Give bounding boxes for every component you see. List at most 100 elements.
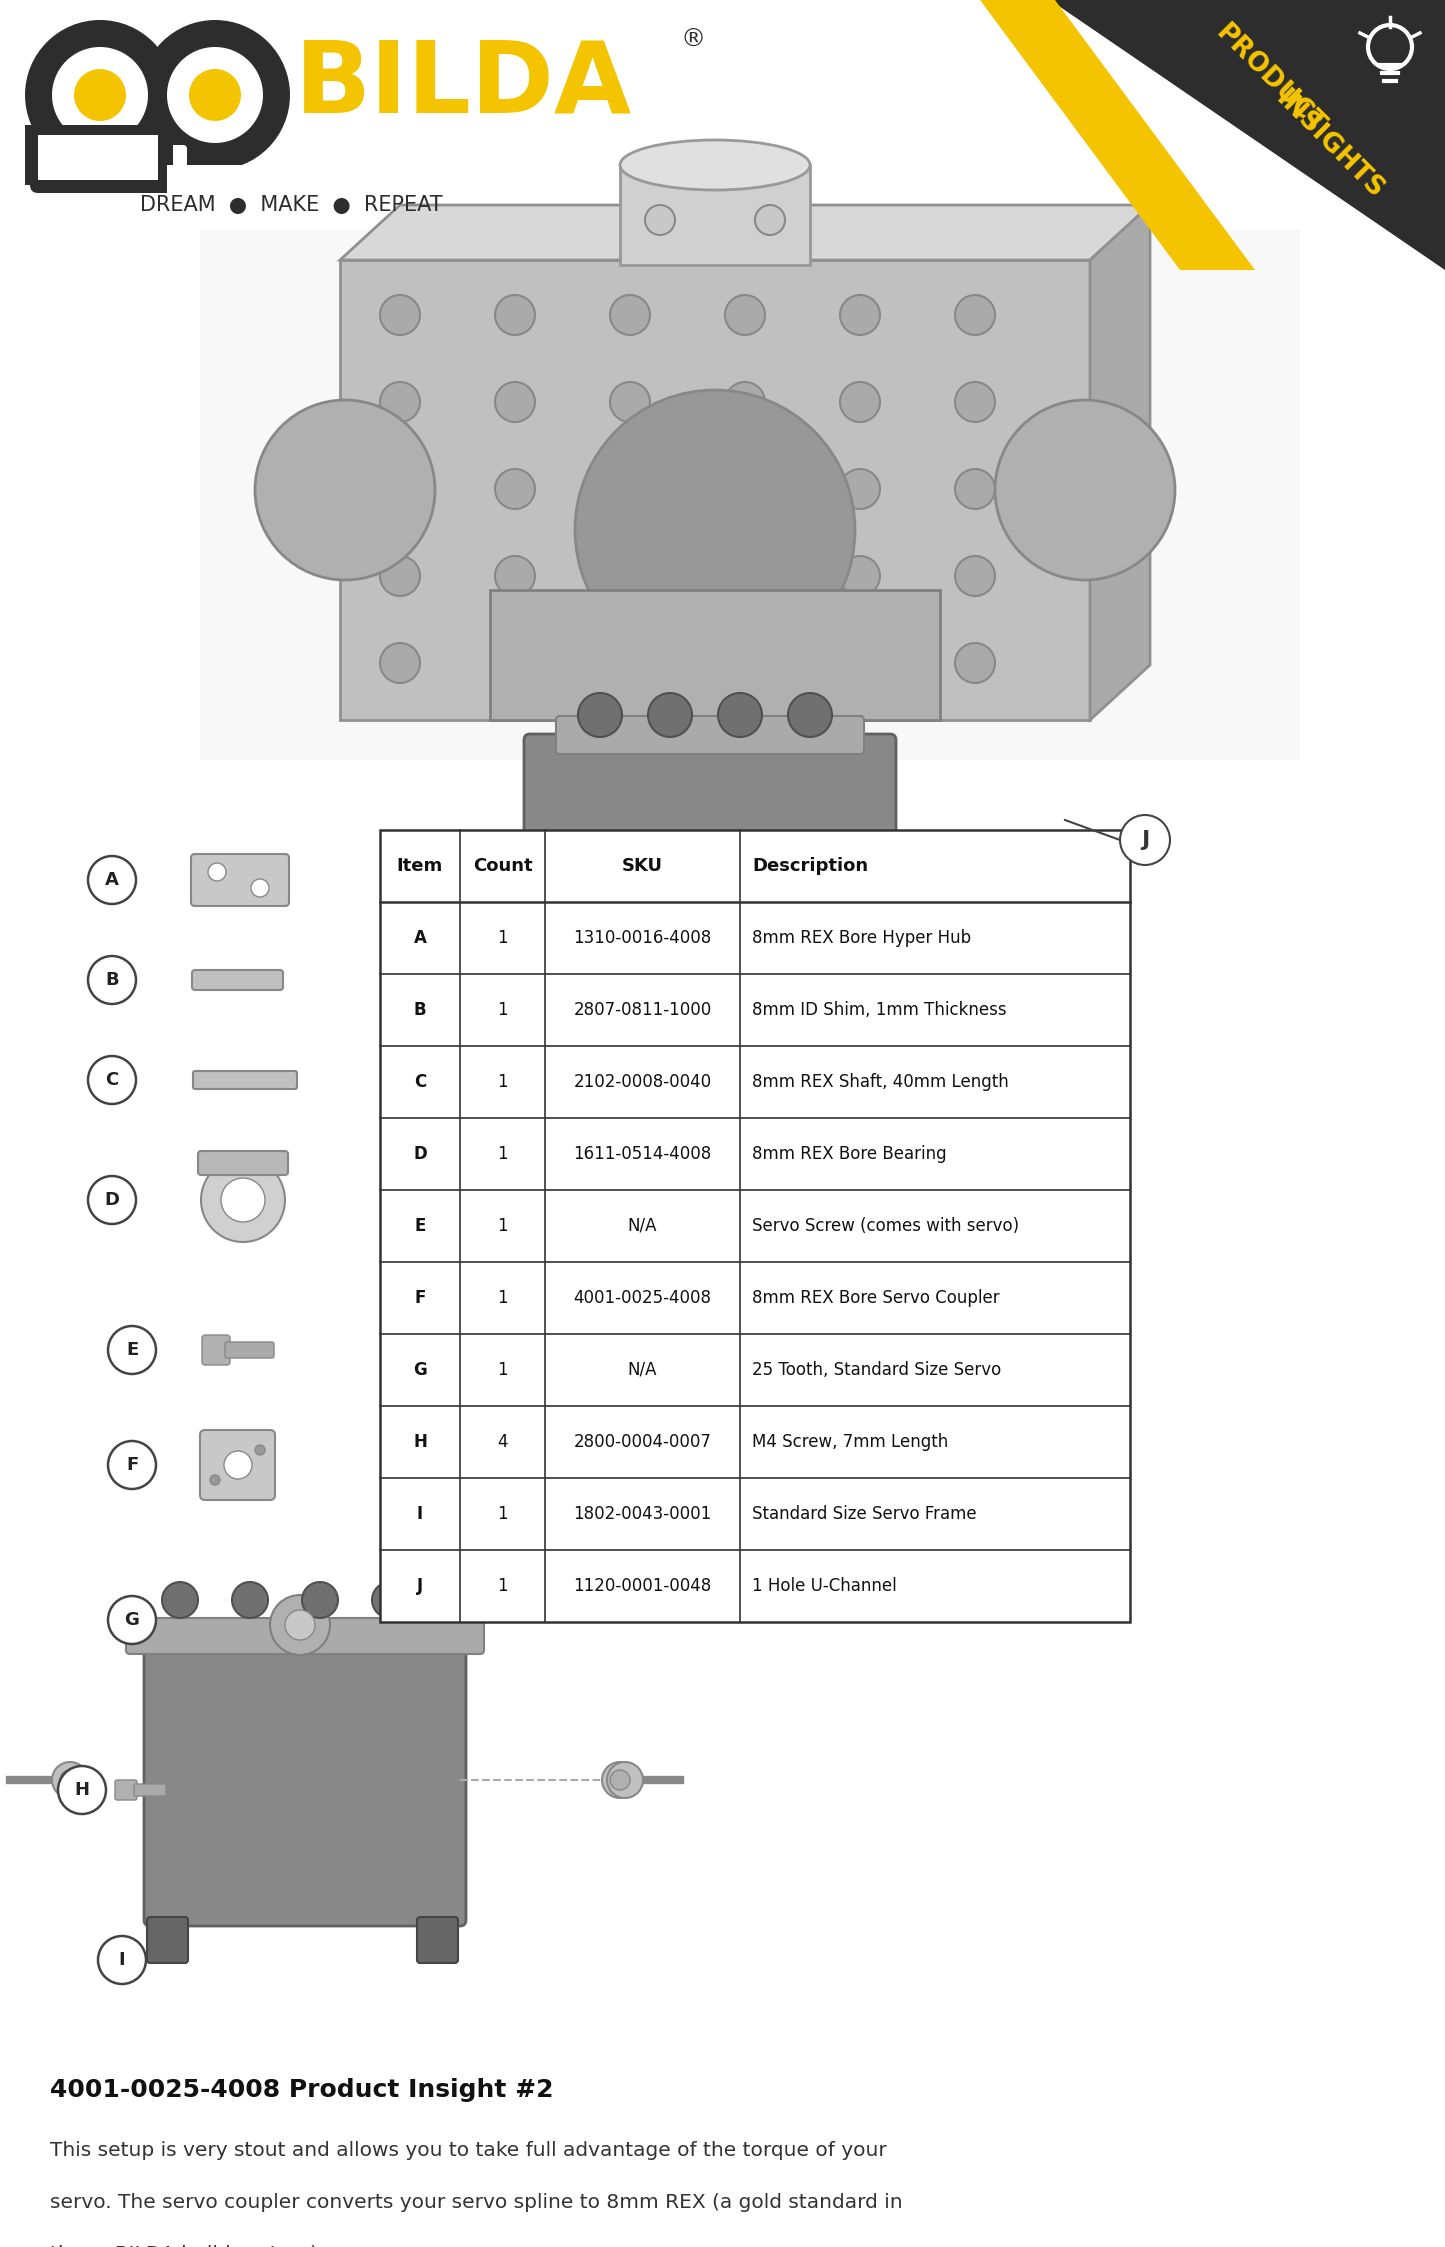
FancyBboxPatch shape xyxy=(192,971,283,991)
Circle shape xyxy=(221,1177,264,1222)
Circle shape xyxy=(98,1937,146,1984)
FancyBboxPatch shape xyxy=(556,717,864,755)
Circle shape xyxy=(108,1326,156,1373)
Text: E: E xyxy=(126,1341,139,1359)
Text: 25 Tooth, Standard Size Servo: 25 Tooth, Standard Size Servo xyxy=(751,1362,1001,1380)
Circle shape xyxy=(955,470,996,510)
Text: 1611-0514-4008: 1611-0514-4008 xyxy=(574,1146,711,1164)
Text: 2102-0008-0040: 2102-0008-0040 xyxy=(574,1074,711,1092)
Text: J: J xyxy=(1142,829,1149,849)
Circle shape xyxy=(88,955,136,1004)
FancyBboxPatch shape xyxy=(191,854,289,906)
Circle shape xyxy=(575,391,855,670)
Circle shape xyxy=(251,879,269,897)
Text: BILDA: BILDA xyxy=(295,36,633,133)
Text: Description: Description xyxy=(751,856,868,874)
Circle shape xyxy=(210,1474,220,1485)
Text: 2807-0811-1000: 2807-0811-1000 xyxy=(574,1000,711,1018)
Circle shape xyxy=(840,470,880,510)
Circle shape xyxy=(52,47,147,144)
Circle shape xyxy=(201,1157,285,1243)
Text: Servo Screw (comes with servo): Servo Screw (comes with servo) xyxy=(751,1218,1019,1236)
Text: 1: 1 xyxy=(497,1000,507,1018)
Circle shape xyxy=(840,643,880,683)
Text: 4: 4 xyxy=(497,1434,507,1452)
Text: 8mm REX Bore Bearing: 8mm REX Bore Bearing xyxy=(751,1146,946,1164)
Text: 4001-0025-4008: 4001-0025-4008 xyxy=(574,1290,711,1308)
FancyBboxPatch shape xyxy=(116,1780,137,1800)
Text: B: B xyxy=(105,971,118,989)
Circle shape xyxy=(1340,4,1441,106)
Circle shape xyxy=(840,294,880,335)
Circle shape xyxy=(955,555,996,595)
Text: ®: ® xyxy=(681,27,705,52)
Text: INSIGHTS: INSIGHTS xyxy=(1270,85,1389,204)
Text: 1: 1 xyxy=(497,1505,507,1523)
Circle shape xyxy=(285,1611,315,1640)
Circle shape xyxy=(189,70,241,121)
Circle shape xyxy=(270,1595,329,1656)
FancyBboxPatch shape xyxy=(38,135,158,180)
Text: E: E xyxy=(415,1218,426,1236)
Text: 1: 1 xyxy=(497,1218,507,1236)
Circle shape xyxy=(302,1582,338,1618)
Text: 1: 1 xyxy=(497,1362,507,1380)
Ellipse shape xyxy=(620,139,811,191)
Circle shape xyxy=(233,1582,267,1618)
Circle shape xyxy=(496,470,535,510)
Text: A: A xyxy=(105,872,118,890)
Circle shape xyxy=(380,643,420,683)
Circle shape xyxy=(208,863,225,881)
FancyBboxPatch shape xyxy=(51,146,186,182)
Circle shape xyxy=(610,470,650,510)
Circle shape xyxy=(25,20,175,171)
Text: F: F xyxy=(126,1456,139,1474)
Circle shape xyxy=(168,47,263,144)
FancyBboxPatch shape xyxy=(168,164,263,195)
Polygon shape xyxy=(1051,0,1445,270)
Circle shape xyxy=(496,643,535,683)
FancyBboxPatch shape xyxy=(194,1072,298,1090)
FancyBboxPatch shape xyxy=(490,591,941,719)
Text: DREAM  ●  MAKE  ●  REPEAT: DREAM ● MAKE ● REPEAT xyxy=(140,195,442,216)
Text: D: D xyxy=(413,1146,426,1164)
Circle shape xyxy=(88,856,136,903)
Text: 1 Hole U-Channel: 1 Hole U-Channel xyxy=(751,1577,897,1595)
Circle shape xyxy=(955,294,996,335)
FancyBboxPatch shape xyxy=(380,829,1130,1622)
Text: This setup is very stout and allows you to take full advantage of the torque of : This setup is very stout and allows you … xyxy=(51,2141,887,2159)
Circle shape xyxy=(725,382,764,422)
FancyBboxPatch shape xyxy=(525,735,896,1027)
FancyBboxPatch shape xyxy=(25,126,173,184)
Text: H: H xyxy=(75,1782,90,1800)
Text: I: I xyxy=(418,1505,423,1523)
Text: SKU: SKU xyxy=(621,856,663,874)
Text: 8mm REX Shaft, 40mm Length: 8mm REX Shaft, 40mm Length xyxy=(751,1074,1009,1092)
FancyBboxPatch shape xyxy=(199,229,1300,759)
Circle shape xyxy=(140,20,290,171)
Circle shape xyxy=(224,1452,251,1479)
Circle shape xyxy=(718,692,762,737)
Circle shape xyxy=(88,1175,136,1225)
Circle shape xyxy=(578,692,621,737)
Text: 1310-0016-4008: 1310-0016-4008 xyxy=(574,928,711,946)
Circle shape xyxy=(996,400,1175,580)
FancyBboxPatch shape xyxy=(418,1917,458,1964)
Circle shape xyxy=(610,294,650,335)
Text: Count: Count xyxy=(473,856,532,874)
Text: 1: 1 xyxy=(497,1074,507,1092)
FancyBboxPatch shape xyxy=(134,1784,166,1795)
FancyBboxPatch shape xyxy=(199,1429,275,1501)
Circle shape xyxy=(610,643,650,683)
Text: I: I xyxy=(118,1950,126,1968)
Circle shape xyxy=(52,1762,88,1798)
Circle shape xyxy=(371,1582,407,1618)
Text: 8mm ID Shim, 1mm Thickness: 8mm ID Shim, 1mm Thickness xyxy=(751,1000,1007,1018)
Text: Item: Item xyxy=(397,856,444,874)
Polygon shape xyxy=(1090,204,1150,719)
Text: Standard Size Servo Frame: Standard Size Servo Frame xyxy=(751,1505,977,1523)
Circle shape xyxy=(788,692,832,737)
Text: 2800-0004-0007: 2800-0004-0007 xyxy=(574,1434,711,1452)
Text: G: G xyxy=(413,1362,426,1380)
Circle shape xyxy=(607,1762,643,1798)
